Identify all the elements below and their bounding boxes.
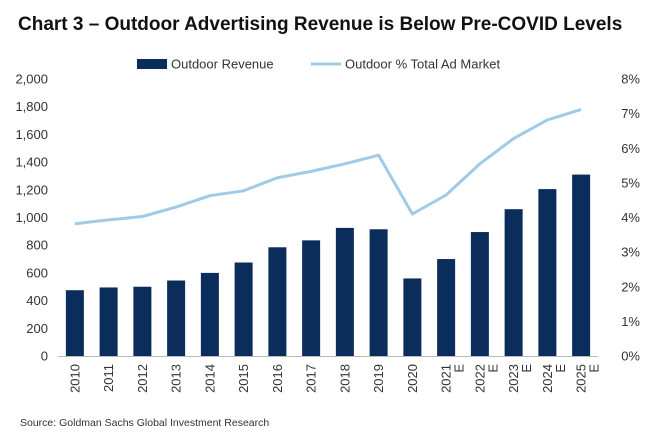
y-left-tick-label: 1,200 — [15, 182, 48, 197]
y-left-tick-label: 1,600 — [15, 127, 48, 142]
x-tick-label: 2018 — [337, 364, 352, 393]
bar — [538, 189, 557, 356]
x-tick-text: 2014 — [202, 364, 217, 393]
y-left-tick-label: 0 — [41, 349, 48, 364]
x-tick-text: 2023 — [506, 364, 521, 393]
y-right-tick-label: 8% — [621, 72, 640, 87]
x-tick-text: 2025 — [574, 364, 589, 393]
x-tick-text: 2018 — [337, 364, 352, 393]
x-tick-text: 2021 — [439, 364, 454, 393]
y-left-tick-label: 400 — [26, 293, 48, 308]
right-axis: 0% 1% 2% 3% 4% 5% 6% 7% 8% — [621, 72, 640, 364]
x-tick-suffix: E — [587, 364, 602, 373]
y-left-tick-label: 1,800 — [15, 99, 48, 114]
x-tick-text: 2011 — [101, 364, 116, 392]
left-axis: 0 200 400 600 800 1,000 1,200 1,400 1,600 1,800 2,… — [15, 72, 48, 364]
y-left-tick-label: 1,000 — [15, 210, 48, 225]
bar — [65, 290, 84, 356]
source-note: Source: Goldman Sachs Global Investment … — [20, 417, 270, 429]
x-tick-text: 2024 — [540, 364, 555, 393]
bar — [200, 272, 219, 356]
y-right-tick-label: 3% — [621, 245, 640, 260]
x-tick-suffix: E — [485, 364, 500, 373]
x-tick-text: 2013 — [169, 364, 184, 393]
y-left-tick-label: 2,000 — [15, 72, 48, 87]
x-tick-text: 2012 — [135, 364, 150, 393]
bar — [99, 287, 118, 356]
bar — [335, 227, 354, 356]
bar — [133, 286, 152, 356]
x-axis: 2010 2011 2012 2013 2014 2015 2016 2017 2018 2019… — [67, 364, 601, 393]
x-tick-suffix: E — [553, 364, 568, 373]
line-series-path — [74, 108, 582, 226]
x-tick-label: 2011 — [101, 364, 116, 392]
y-right-tick-label: 7% — [621, 106, 640, 121]
x-tick-label: 2020 — [405, 364, 420, 393]
line-series — [74, 108, 582, 226]
x-tick-text: 2020 — [405, 364, 420, 393]
legend-label-bar: Outdoor Revenue — [171, 57, 274, 72]
x-tick-text: 2016 — [270, 364, 285, 393]
x-tick-suffix: E — [519, 364, 534, 373]
legend: Outdoor Revenue Outdoor % Total Ad Market — [137, 57, 501, 72]
y-left-tick-label: 1,400 — [15, 155, 48, 170]
y-right-tick-label: 5% — [621, 175, 640, 190]
y-right-tick-label: 4% — [621, 210, 640, 225]
x-tick-text: 2017 — [304, 364, 319, 393]
y-right-tick-label: 6% — [621, 141, 640, 156]
x-tick-label: 2012 — [135, 364, 150, 393]
bar-series — [65, 174, 591, 356]
x-tick-label: 2019 — [371, 364, 386, 393]
x-tick-label: 2016 — [270, 364, 285, 393]
x-tick-label: 2013 — [169, 364, 184, 393]
chart-title: Chart 3 – Outdoor Advertising Revenue is… — [18, 14, 623, 35]
y-left-tick-label: 600 — [26, 265, 48, 280]
x-tick-suffix: E — [452, 364, 467, 373]
bar — [167, 280, 186, 356]
x-tick-label: 2017 — [304, 364, 319, 393]
legend-label-line: Outdoor % Total Ad Market — [345, 57, 501, 72]
x-tick-text: 2015 — [236, 364, 251, 393]
legend-swatch-bar — [137, 59, 167, 69]
bar — [369, 229, 388, 356]
x-tick-label: 2015 — [236, 364, 251, 393]
y-left-tick-label: 800 — [26, 238, 48, 253]
bar — [234, 262, 253, 356]
y-right-tick-label: 1% — [621, 314, 640, 329]
bar — [470, 232, 489, 356]
y-left-tick-label: 200 — [26, 321, 48, 336]
x-tick-text: 2019 — [371, 364, 386, 393]
y-right-tick-label: 0% — [621, 349, 640, 364]
bar — [403, 278, 422, 356]
x-tick-label: 2014 — [202, 364, 217, 393]
y-right-tick-label: 2% — [621, 279, 640, 294]
x-tick-text: 2010 — [67, 364, 82, 393]
bar — [572, 174, 591, 356]
x-tick-label: 2010 — [67, 364, 82, 393]
bar — [437, 259, 456, 356]
x-tick-text: 2022 — [472, 364, 487, 393]
bar — [302, 240, 321, 356]
bar — [504, 209, 523, 356]
bar — [268, 247, 287, 356]
